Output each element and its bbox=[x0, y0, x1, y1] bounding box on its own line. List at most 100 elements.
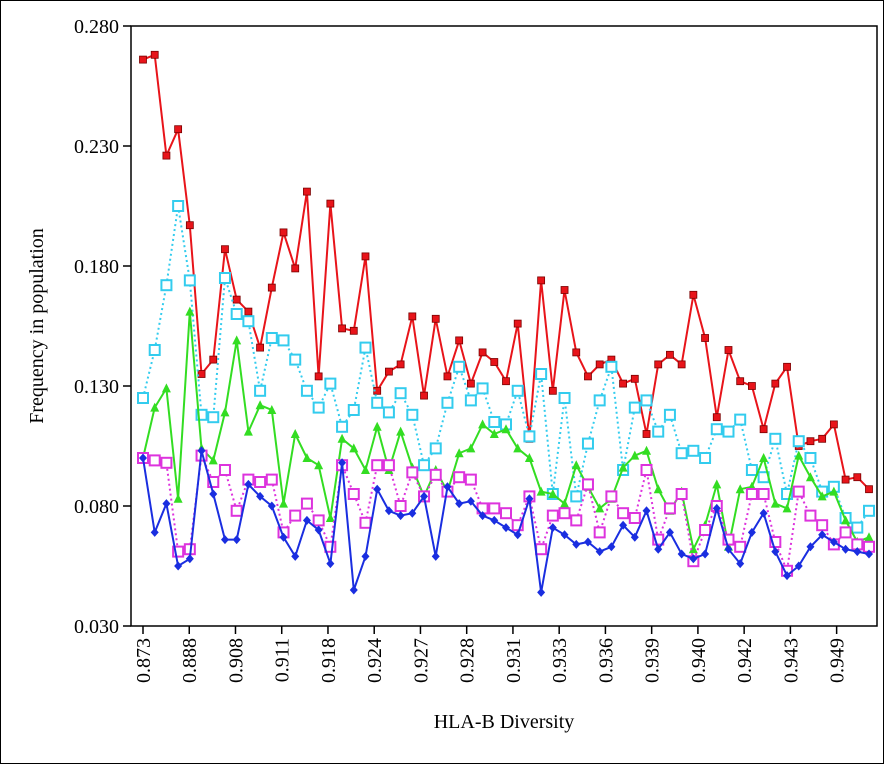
data-point bbox=[302, 515, 311, 525]
data-point bbox=[735, 484, 745, 494]
data-point bbox=[221, 245, 229, 254]
data-point bbox=[336, 420, 349, 433]
data-point bbox=[829, 537, 838, 547]
data-point bbox=[722, 425, 735, 438]
data-point bbox=[675, 488, 688, 500]
data-point bbox=[150, 527, 159, 537]
data-point bbox=[640, 464, 653, 476]
data-point bbox=[794, 561, 803, 571]
data-point bbox=[209, 489, 218, 499]
data-point bbox=[478, 419, 488, 429]
data-point bbox=[595, 547, 604, 557]
series-4 bbox=[137, 449, 875, 577]
data-point bbox=[218, 272, 231, 284]
data-point bbox=[148, 344, 161, 356]
data-point bbox=[244, 307, 253, 316]
data-point bbox=[581, 478, 594, 491]
data-point bbox=[745, 464, 758, 476]
data-point bbox=[277, 334, 290, 347]
data-point bbox=[150, 402, 160, 412]
data-point bbox=[759, 425, 768, 434]
data-point bbox=[137, 392, 149, 404]
series-layer bbox=[137, 50, 875, 597]
data-point bbox=[279, 228, 288, 237]
data-point bbox=[279, 498, 289, 508]
data-point bbox=[361, 252, 370, 261]
data-point bbox=[396, 360, 405, 369]
data-point bbox=[385, 367, 393, 376]
data-point bbox=[314, 460, 324, 470]
data-point bbox=[607, 542, 616, 552]
x-tick-label: 0.936 bbox=[595, 638, 617, 683]
data-point bbox=[536, 486, 546, 496]
x-tick-label: 0.927 bbox=[410, 638, 432, 683]
data-point bbox=[466, 496, 475, 506]
data-point bbox=[605, 490, 618, 503]
data-point bbox=[139, 453, 147, 463]
data-point bbox=[734, 413, 747, 426]
data-point bbox=[593, 394, 606, 407]
data-point bbox=[804, 452, 817, 464]
data-point bbox=[558, 392, 571, 404]
data-point bbox=[548, 489, 558, 498]
data-point bbox=[254, 384, 267, 397]
data-point bbox=[453, 360, 466, 373]
x-tick-label: 0.928 bbox=[457, 638, 479, 683]
y-tick-label: 0.130 bbox=[74, 376, 119, 398]
data-point bbox=[347, 488, 360, 500]
data-point bbox=[289, 353, 302, 366]
x-tick-label: 0.918 bbox=[318, 638, 340, 683]
data-point bbox=[583, 537, 592, 547]
y-tick-label: 0.030 bbox=[74, 616, 119, 638]
data-point bbox=[829, 420, 838, 429]
data-point bbox=[759, 453, 769, 462]
data-point bbox=[314, 525, 323, 535]
data-point bbox=[243, 426, 253, 436]
data-point bbox=[408, 508, 417, 518]
y-axis-title: Frequency in population bbox=[26, 228, 48, 424]
data-point bbox=[748, 382, 756, 390]
x-tick-label: 0.931 bbox=[503, 638, 525, 683]
data-point bbox=[232, 295, 241, 304]
data-point bbox=[209, 355, 218, 364]
data-point bbox=[699, 452, 712, 464]
data-point bbox=[724, 346, 733, 354]
data-point bbox=[537, 587, 546, 597]
data-point bbox=[265, 473, 278, 486]
data-point bbox=[675, 447, 688, 460]
data-point bbox=[291, 264, 300, 273]
data-point bbox=[701, 334, 709, 342]
data-point bbox=[806, 542, 815, 552]
data-point bbox=[443, 482, 452, 492]
data-point bbox=[162, 151, 171, 160]
data-point bbox=[265, 332, 278, 344]
data-point bbox=[373, 484, 382, 494]
data-point bbox=[174, 125, 183, 134]
data-point bbox=[359, 341, 372, 354]
data-point bbox=[324, 540, 337, 553]
data-point bbox=[511, 384, 524, 397]
data-point bbox=[267, 283, 276, 292]
series-1 bbox=[139, 50, 873, 494]
data-point bbox=[195, 408, 208, 421]
data-point bbox=[865, 485, 873, 494]
data-point bbox=[347, 404, 360, 416]
data-point bbox=[160, 279, 173, 292]
data-point bbox=[783, 571, 792, 581]
x-tick-label: 0.888 bbox=[179, 638, 201, 683]
data-point bbox=[535, 543, 548, 556]
data-point bbox=[349, 585, 358, 595]
data-point bbox=[511, 519, 524, 532]
data-point bbox=[396, 426, 406, 436]
data-point bbox=[524, 453, 534, 462]
data-point bbox=[560, 530, 569, 540]
data-point bbox=[172, 200, 185, 212]
data-point bbox=[584, 372, 592, 381]
data-point bbox=[863, 504, 875, 517]
data-point bbox=[864, 532, 874, 542]
y-tick-label: 0.280 bbox=[74, 16, 119, 38]
data-point bbox=[558, 507, 571, 520]
data-point bbox=[185, 221, 194, 230]
data-point bbox=[605, 360, 618, 373]
